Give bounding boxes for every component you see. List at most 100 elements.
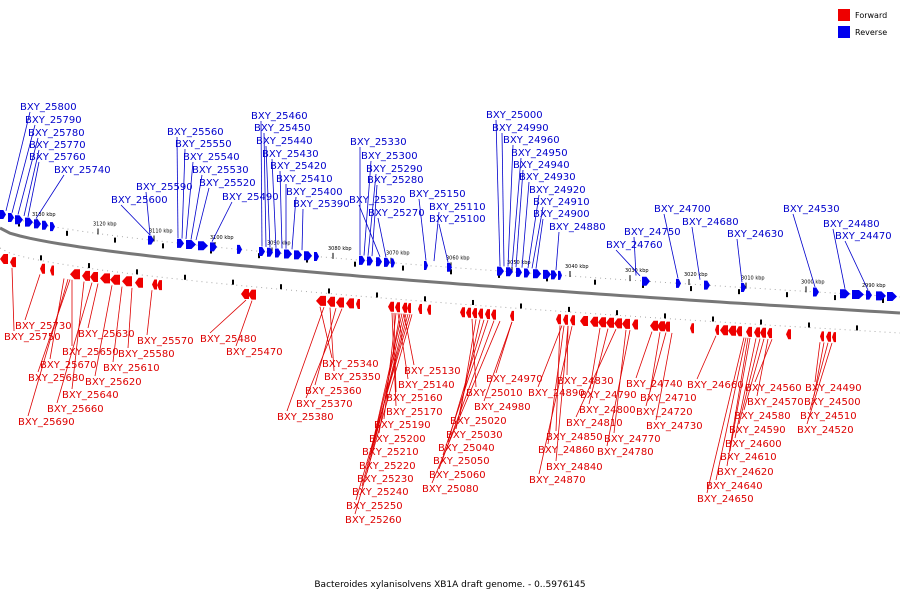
reverse-leader-line — [511, 157, 522, 267]
forward-gene-arrow — [418, 303, 422, 314]
position-marker — [712, 316, 714, 322]
forward-leader-line — [371, 313, 403, 447]
forward-gene-arrow — [336, 297, 344, 308]
forward-gene-arrow — [570, 315, 575, 326]
reverse-gene-label: BXY_25490 — [222, 192, 279, 203]
reverse-gene-arrow — [866, 290, 872, 300]
forward-gene-arrow — [0, 253, 8, 264]
forward-gene-label: BXY_25640 — [62, 390, 119, 401]
forward-gene-label: BXY_25260 — [345, 515, 402, 526]
forward-gene-label: BXY_24740 — [626, 379, 683, 390]
reverse-gene-arrow — [177, 238, 184, 248]
position-marker — [376, 292, 378, 298]
reverse-leader-line — [515, 169, 524, 268]
scale-tick-label: 3020 kbp — [684, 272, 708, 278]
forward-leader-line — [286, 306, 325, 412]
forward-gene-label: BXY_25220 — [359, 461, 416, 472]
reverse-leader-line — [181, 148, 186, 239]
reverse-gene-arrow — [704, 280, 710, 290]
reverse-leader-line — [195, 187, 210, 241]
reverse-gene-arrow — [558, 270, 562, 280]
figure-caption: Bacteroides xylanisolvens XB1A draft gen… — [314, 580, 585, 590]
forward-gene-label: BXY_24980 — [474, 402, 531, 413]
forward-gene-label: BXY_24560 — [745, 383, 802, 394]
reverse-gene-label: BXY_25560 — [167, 127, 224, 138]
forward-leader-line — [71, 281, 85, 390]
reverse-gene-label: BXY_25540 — [183, 152, 240, 163]
reverse-gene-arrow — [186, 240, 196, 250]
forward-gene-arrow — [427, 304, 431, 315]
forward-gene-label: BXY_24770 — [604, 434, 661, 445]
reverse-leader-line — [521, 181, 530, 268]
reverse-leader-line — [291, 196, 297, 250]
reverse-gene-label: BXY_24960 — [503, 135, 560, 146]
forward-gene-label: BXY_25060 — [429, 470, 486, 481]
reverse-guide-line — [0, 211, 900, 298]
reverse-gene-arrow — [367, 256, 373, 266]
forward-gene-label: BXY_25230 — [357, 474, 414, 485]
forward-leader-line — [645, 332, 667, 407]
position-marker — [760, 319, 762, 325]
forward-leader-line — [813, 342, 825, 397]
reverse-gene-arrow — [506, 267, 513, 277]
forward-gene-label: BXY_25690 — [18, 417, 75, 428]
forward-gene-arrow — [485, 309, 490, 320]
forward-leader-line — [706, 337, 745, 494]
forward-leader-line — [11, 267, 15, 332]
forward-gene-label: BXY_25380 — [277, 412, 334, 423]
reverse-gene-label: BXY_24680 — [682, 217, 739, 228]
reverse-leader-line — [263, 132, 267, 247]
forward-gene-arrow — [491, 309, 496, 320]
forward-gene-arrow — [327, 296, 335, 307]
reverse-gene-arrow — [304, 251, 312, 261]
forward-gene-arrow — [736, 326, 742, 337]
forward-gene-label: BXY_25660 — [47, 404, 104, 415]
reverse-gene-arrow — [391, 258, 395, 268]
forward-gene-label: BXY_24830 — [557, 376, 614, 387]
forward-gene-label: BXY_25470 — [226, 347, 283, 358]
reverse-leader-line — [832, 228, 846, 289]
reverse-gene-arrow — [676, 278, 681, 288]
scale-tick-label: 3080 kbp — [328, 246, 352, 252]
reverse-leader-line — [501, 132, 505, 267]
position-marker — [136, 269, 138, 275]
reverse-leader-line — [527, 194, 540, 269]
forward-gene-label: BXY_25030 — [446, 430, 503, 441]
position-marker — [786, 292, 788, 298]
forward-gene-label: BXY_25170 — [386, 407, 443, 418]
reverse-leader-line — [371, 184, 378, 257]
forward-gene-label: BXY_25140 — [398, 380, 455, 391]
reverse-gene-label: BXY_24950 — [511, 148, 568, 159]
position-marker — [594, 279, 596, 285]
reverse-leader-line — [418, 198, 427, 261]
reverse-leader-line — [358, 204, 381, 257]
reverse-gene-label: BXY_24930 — [519, 172, 576, 183]
forward-gene-arrow — [832, 332, 836, 343]
reverse-gene-label: BXY_25800 — [20, 102, 77, 113]
forward-leader-line — [734, 338, 757, 439]
forward-gene-label: BXY_24590 — [729, 425, 786, 436]
position-marker — [834, 295, 836, 301]
reverse-leader-line — [11, 124, 36, 213]
reverse-leader-line — [438, 223, 449, 263]
position-marker — [88, 263, 90, 269]
reverse-gene-arrow — [148, 235, 154, 245]
reverse-gene-arrow — [840, 289, 850, 299]
reverse-gene-label: BXY_25590 — [136, 182, 193, 193]
reverse-gene-label: BXY_25790 — [25, 115, 82, 126]
forward-gene-arrow — [786, 329, 791, 340]
reverse-gene-arrow — [210, 242, 217, 252]
forward-gene-label: BXY_24860 — [538, 445, 595, 456]
forward-gene-label: BXY_25200 — [369, 434, 426, 445]
forward-gene-arrow — [135, 277, 143, 288]
forward-gene-arrow — [356, 298, 360, 309]
forward-gene-label: BXY_25630 — [78, 329, 135, 340]
reverse-gene-label: BXY_24940 — [513, 160, 570, 171]
forward-leader-line — [87, 283, 99, 329]
forward-gene-label: BXY_24520 — [797, 425, 854, 436]
reverse-gene-label: BXY_24750 — [624, 227, 681, 238]
legend-swatch — [838, 9, 850, 21]
forward-gene-arrow — [82, 270, 90, 281]
forward-leader-line — [483, 321, 513, 402]
